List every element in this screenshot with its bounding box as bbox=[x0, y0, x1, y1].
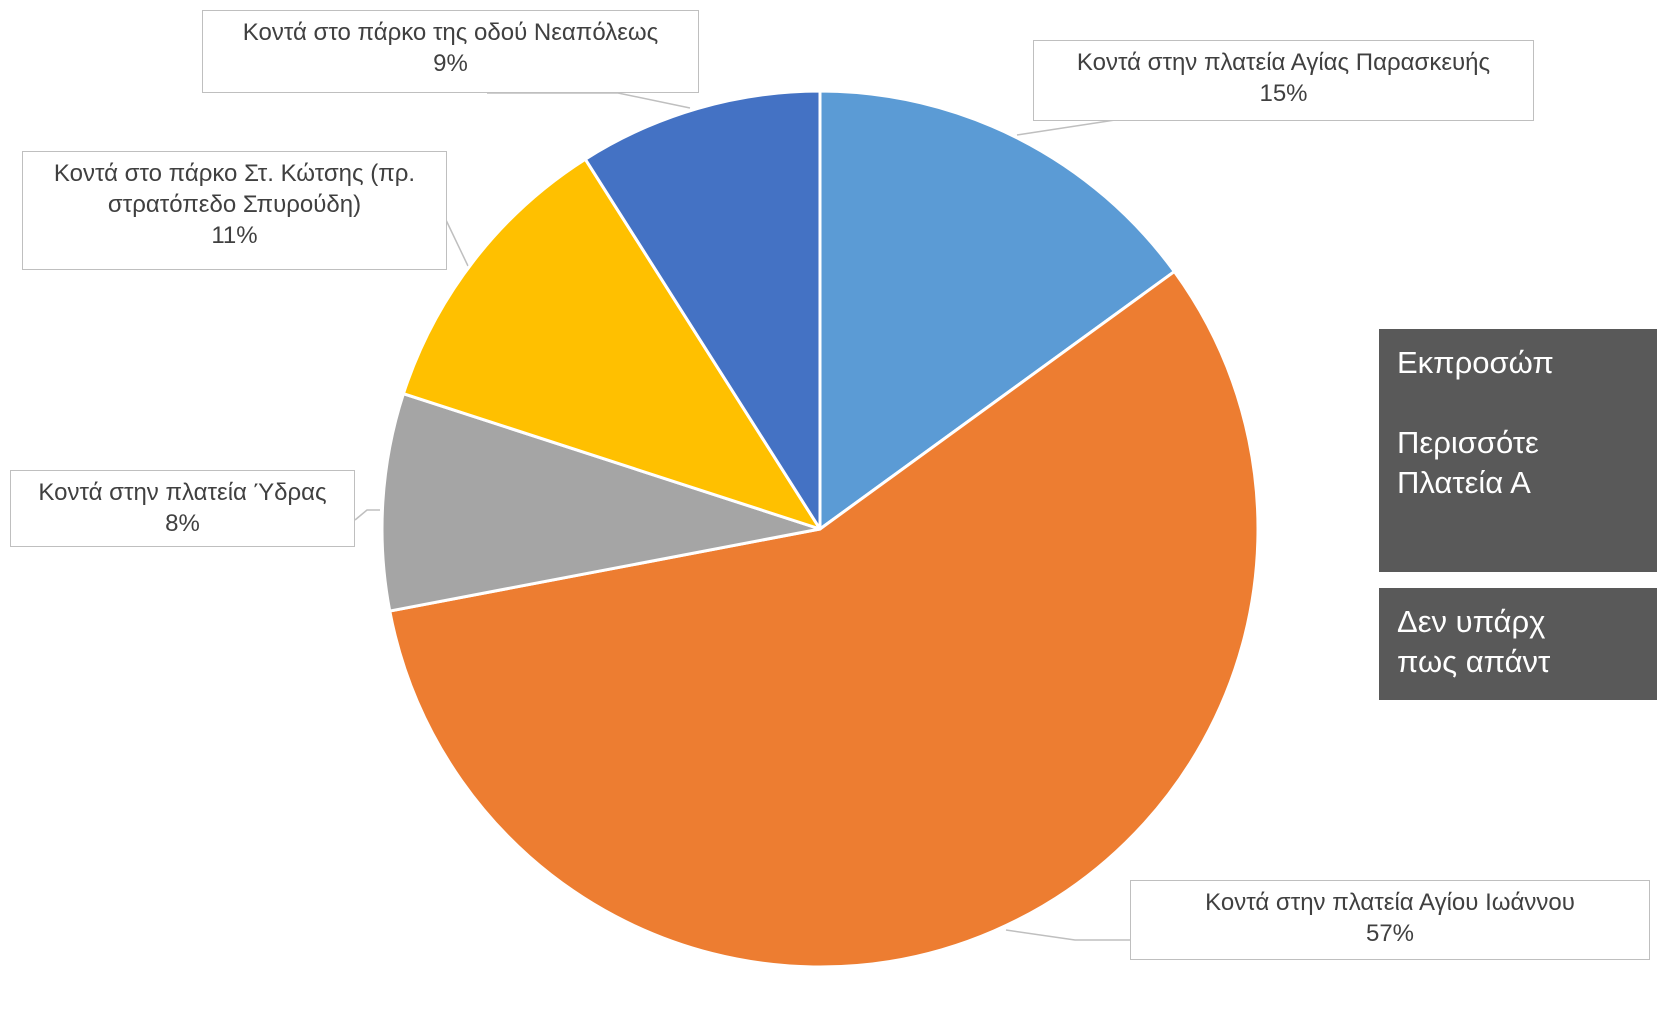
leader-line-ydras bbox=[354, 509, 380, 521]
leader-line-agiou-ioannou bbox=[1005, 929, 1130, 941]
data-label-kotsis: Κοντά στο πάρκο Στ. Κώτσης (πρ. στρατόπε… bbox=[22, 151, 447, 270]
data-label-percent: 9% bbox=[433, 50, 468, 77]
pie-slice-agias-paraskevis bbox=[818, 89, 1176, 531]
data-label-category-line-2: στρατόπεδο Σπυρούδη) bbox=[107, 191, 362, 218]
annotation-line: Εκπροσώπ bbox=[1397, 345, 1554, 380]
annotation-gap bbox=[1397, 383, 1651, 423]
data-label-percent: 57% bbox=[1365, 920, 1415, 947]
leader-line-kotsis bbox=[445, 219, 469, 267]
data-label-percent: 15% bbox=[1259, 80, 1308, 107]
annotation-line: Περισσότε bbox=[1397, 425, 1539, 460]
data-label-percent: 11% bbox=[211, 222, 258, 249]
annotation-line: πως απάντ bbox=[1397, 644, 1551, 679]
leader-line-agias-paraskevis bbox=[1016, 119, 1231, 136]
leader-line-neapoleos bbox=[487, 92, 691, 109]
annotation-box-2: Δεν υπάρχ πως απάντ bbox=[1379, 588, 1657, 700]
pie-slice-ydras bbox=[380, 392, 822, 613]
data-label-percent: 8% bbox=[165, 510, 200, 537]
data-label-agiou-ioannou: Κοντά στην πλατεία Αγίου Ιωάννου 57% bbox=[1130, 880, 1650, 960]
data-label-category: Κοντά στο πάρκο της οδού Νεαπόλεως bbox=[242, 19, 659, 46]
data-label-ydras: Κοντά στην πλατεία Ύδρας 8% bbox=[10, 470, 355, 547]
pie-slice-neapoleos bbox=[583, 89, 822, 531]
pie-slice-agiou-ioannou bbox=[388, 270, 1260, 969]
data-label-category: Κοντά στην πλατεία Αγίας Παρασκευής bbox=[1076, 49, 1491, 76]
data-label-category: Κοντά στην πλατεία Ύδρας bbox=[38, 479, 327, 506]
data-label-agias-paraskevis: Κοντά στην πλατεία Αγίας Παρασκευής 15% bbox=[1033, 40, 1534, 121]
annotation-line: Δεν υπάρχ bbox=[1397, 604, 1546, 639]
pie-slices bbox=[380, 89, 1260, 969]
annotation-line: Πλατεία Α bbox=[1397, 465, 1531, 500]
data-label-category: Κοντά στην πλατεία Αγίου Ιωάννου bbox=[1205, 889, 1575, 916]
annotation-box-1: Εκπροσώπ Περισσότε Πλατεία Α bbox=[1379, 329, 1657, 572]
data-label-category-line-1: Κοντά στο πάρκο Στ. Κώτσης (πρ. bbox=[53, 160, 416, 187]
data-label-neapoleos: Κοντά στο πάρκο της οδού Νεαπόλεως 9% bbox=[202, 10, 699, 93]
pie-slice-kotsis bbox=[401, 157, 822, 531]
